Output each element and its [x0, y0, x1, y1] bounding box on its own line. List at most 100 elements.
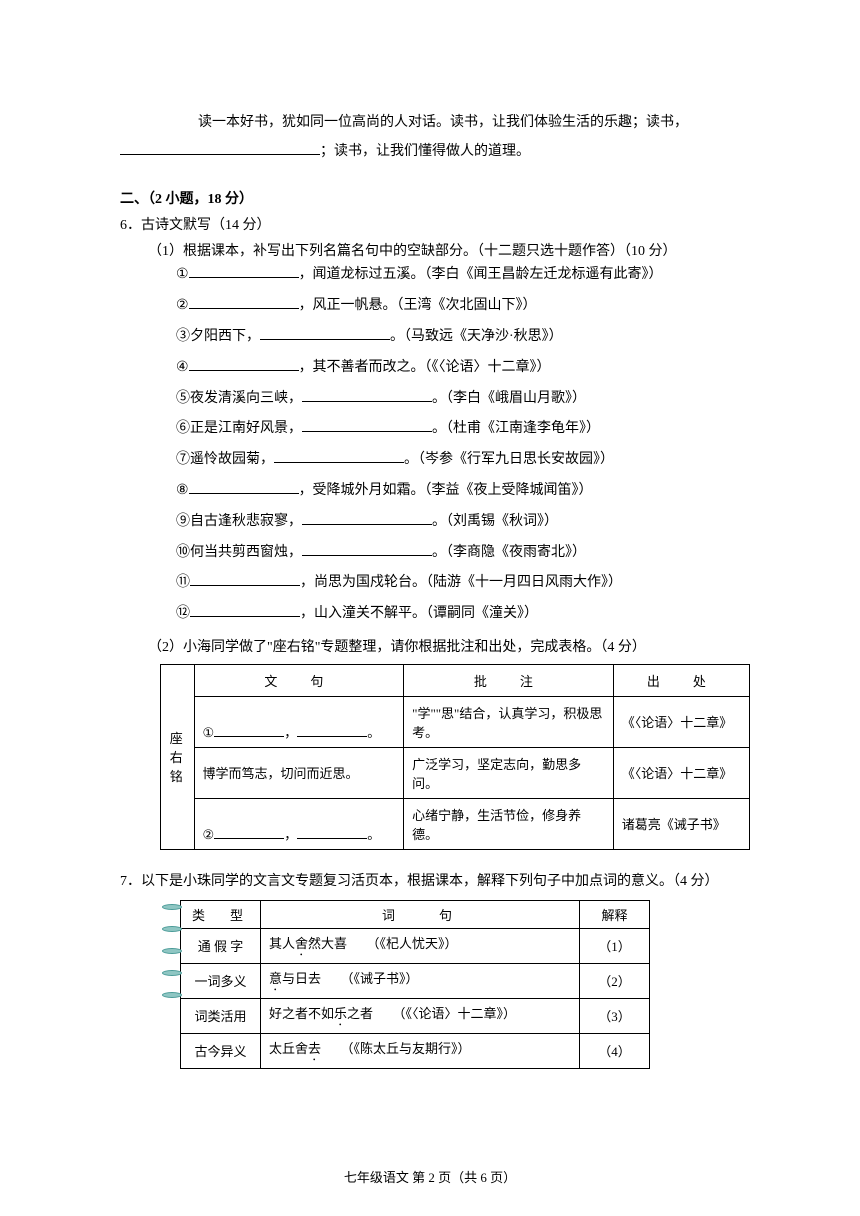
poem-prefix: 正是江南好风景， [190, 421, 302, 436]
poem-line: ⑥正是江南好风景， 。（杜甫《江南逢李龟年》） [120, 414, 740, 445]
item-number: ⑧ [176, 483, 189, 498]
cell-sentence: 意与日去 （《诫子书》） [261, 963, 580, 998]
sep: 。 [367, 827, 380, 842]
th-sent: 词 句 [261, 900, 580, 928]
cell-src: 《〈论语〉十二章》 [613, 696, 749, 747]
cell-note: "学""思"结合，认真学习，积极思考。 [404, 696, 614, 747]
sent-post: 之者 [347, 1006, 373, 1021]
th-type: 类 型 [181, 900, 261, 928]
cell-sentence: 好之者不如乐之者 （《〈论语〉十二章》） [261, 998, 580, 1033]
sent-pre: 太丘舍 [269, 1041, 308, 1056]
side-label: 座右铭 [161, 664, 195, 849]
item-number: ④ [176, 360, 189, 375]
sep: ， [284, 725, 297, 740]
item-number: ⑫ [176, 606, 190, 621]
fill-blank[interactable] [302, 542, 432, 556]
section-2-heading: 二、（2 小题，18 分） [120, 188, 740, 208]
fill-blank[interactable] [297, 826, 367, 839]
poem-suffix: ，风正一帆悬。（王湾《次北固山下》） [299, 298, 537, 313]
fill-blank[interactable] [297, 724, 367, 737]
poem-prefix: 何当共剪西窗烛， [190, 545, 302, 560]
table-row: 座右铭 文 句 批 注 出 处 [161, 664, 750, 696]
motto-table: 座右铭 文 句 批 注 出 处 ①，。 "学""思"结合，认真学习，积极思考。 … [160, 664, 750, 850]
intro-line-2: ；读书，让我们懂得做人的道理。 [120, 139, 740, 164]
poem-suffix: ，闻道龙标过五溪。（李白《闻王昌龄左迁龙标遥有此寄》） [299, 267, 663, 282]
fill-blank[interactable] [302, 511, 432, 525]
table-row: 一词多义意与日去 （《诫子书》）（2） [181, 963, 650, 998]
th-explain: 解释 [580, 900, 650, 928]
poem-prefix: 夕阳西下， [190, 329, 260, 344]
item-number: ⑥ [176, 421, 190, 436]
table-row: 通 假 字其人舍然大喜 （《杞人忧天》）（1） [181, 928, 650, 963]
q6-part2-head: （2）小海同学做了"座右铭"专题整理，请你根据批注和出处，完成表格。（4 分） [120, 636, 740, 656]
item-number: ③ [176, 329, 190, 344]
cell-type: 通 假 字 [181, 928, 261, 963]
fill-blank[interactable] [189, 264, 299, 278]
emphasized-char: 乐 [334, 1006, 347, 1021]
fill-blank[interactable] [189, 357, 299, 371]
sent-src: （《陈太丘与友期行》） [321, 1041, 471, 1056]
q6-head: 6．古诗文默写（14 分） [120, 214, 740, 234]
fill-blank[interactable] [302, 418, 432, 432]
q7-head: 7．以下是小珠同学的文言文专题复习活页本，根据课本，解释下列句子中加点词的意义。… [120, 870, 740, 890]
cell-answer-num[interactable]: （1） [580, 928, 650, 963]
poem-suffix: 。（刘禹锡《秋词》） [432, 514, 558, 529]
poem-suffix: 。（岑参《行军九日思长安故园》） [404, 452, 614, 467]
fill-blank[interactable] [189, 480, 299, 494]
table1-wrap: 座右铭 文 句 批 注 出 处 ①，。 "学""思"结合，认真学习，积极思考。 … [160, 664, 740, 850]
page-footer: 七年级语文 第 2 页（共 6 页） [0, 1167, 860, 1186]
poem-line: ⑪，尚思为国戍轮台。（陆游《十一月四日风雨大作》） [120, 568, 740, 599]
cell-answer-num[interactable]: （3） [580, 998, 650, 1033]
poem-line: ⑨自古逢秋悲寂寥，。（刘禹锡《秋词》） [120, 507, 740, 538]
cell-answer-num[interactable]: （2） [580, 963, 650, 998]
cell-type: 词类活用 [181, 998, 261, 1033]
item-number: ⑩ [176, 545, 190, 560]
fill-blank[interactable] [189, 295, 299, 309]
sep: ， [284, 827, 297, 842]
sent-pre: 其人 [269, 936, 295, 951]
poem-suffix: ，尚思为国戍轮台。（陆游《十一月四日风雨大作》） [300, 575, 622, 590]
poem-prefix: 遥怜故园菊， [190, 452, 274, 467]
fill-blank[interactable] [274, 449, 404, 463]
poem-line: ③夕阳西下， 。（马致远《天净沙·秋思》） [120, 322, 740, 353]
cell-src: 诸葛亮《诫子书》 [613, 798, 749, 849]
vocab-table: 类 型 词 句 解释 通 假 字其人舍然大喜 （《杞人忧天》）（1）一词多义意与… [180, 900, 650, 1069]
poem-line: ② ，风正一帆悬。（王湾《次北固山下》） [120, 291, 740, 322]
sep: 。 [367, 725, 380, 740]
poem-line: ⑧ ，受降城外月如霜。（李益《夜上受降城闻笛》） [120, 476, 740, 507]
poem-suffix: 。（李白《峨眉山月歌》） [432, 391, 586, 406]
poem-suffix: 。（马致远《天净沙·秋思》） [390, 329, 563, 344]
sent-post: 然大喜 [308, 936, 347, 951]
intro-line-1: 读一本好书，犹如同一位高尚的人对话。读书，让我们体验生活的乐趣；读书， [170, 110, 740, 135]
q6-part1-head: （1）根据课本，补写出下列名篇名句中的空缺部分。（十二题只选十题作答）（10 分… [120, 240, 740, 260]
emphasized-char: 意 [269, 971, 282, 986]
fill-blank-intro[interactable] [120, 141, 320, 155]
poem-prefix: 自古逢秋悲寂寥， [190, 514, 302, 529]
poem-suffix: ，其不善者而改之。（《〈论语〉十二章》） [299, 360, 551, 375]
fill-blank[interactable] [260, 326, 390, 340]
table-row: 类 型 词 句 解释 [181, 900, 650, 928]
poem-suffix: 。（杜甫《江南逢李龟年》） [432, 421, 600, 436]
table-row: ②，。 心绪宁静，生活节俭，修身养德。 诸葛亮《诫子书》 [161, 798, 750, 849]
cell-answer-num[interactable]: （4） [580, 1033, 650, 1068]
item-number: ⑤ [176, 391, 190, 406]
item-number: ① [176, 267, 189, 282]
fill-blank[interactable] [214, 826, 284, 839]
table2-wrap: 类 型 词 句 解释 通 假 字其人舍然大喜 （《杞人忧天》）（1）一词多义意与… [180, 900, 740, 1069]
row-num: ② [203, 827, 215, 842]
item-number: ② [176, 298, 189, 313]
cell-note: 广泛学习，坚定志向，勤思多问。 [404, 747, 614, 798]
sent-src: （《〈论语〉十二章》） [373, 1006, 516, 1021]
fill-blank[interactable] [190, 603, 300, 617]
poem-suffix: ，受降城外月如霜。（李益《夜上受降城闻笛》） [299, 483, 593, 498]
th-wenju: 文 句 [194, 664, 404, 696]
cell-wen: ② ， 。 [194, 798, 404, 849]
cell-src: 《〈论语〉十二章》 [613, 747, 749, 798]
cell-wen: 博学而笃志，切问而近思。 [194, 747, 404, 798]
fill-blank[interactable] [302, 388, 432, 402]
fill-blank[interactable] [214, 724, 284, 737]
fill-blank[interactable] [190, 572, 300, 586]
sent-pre: 好之者不如 [269, 1006, 334, 1021]
poem-prefix: 夜发清溪向三峡， [190, 391, 302, 406]
intro-suffix: ；读书，让我们懂得做人的道理。 [320, 144, 530, 159]
